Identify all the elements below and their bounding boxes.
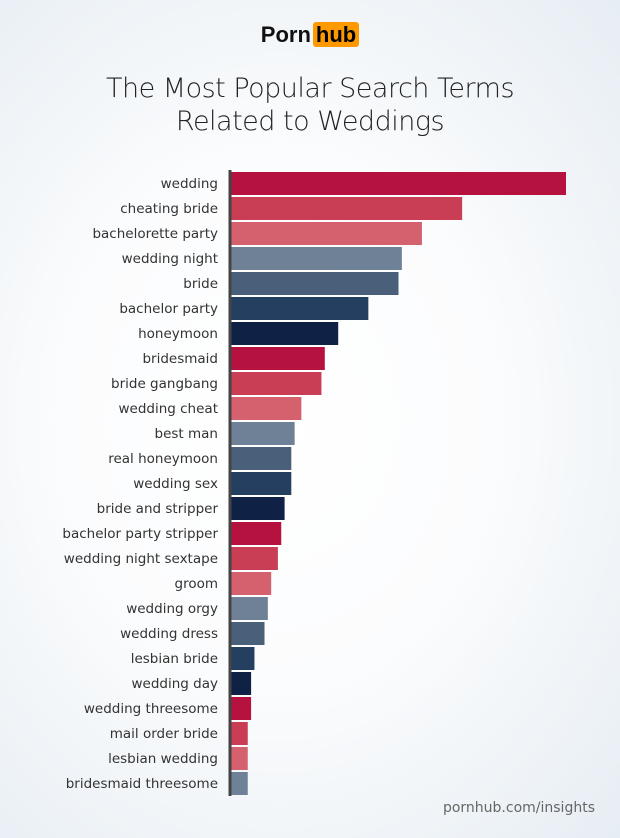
chart-title-line2: Related to Weddings bbox=[175, 106, 445, 137]
category-label: wedding day bbox=[132, 676, 218, 692]
bar-wedding bbox=[231, 172, 566, 195]
category-label: wedding bbox=[161, 176, 218, 192]
category-label: bridesmaid threesome bbox=[66, 776, 218, 792]
bar-best-man bbox=[231, 422, 295, 445]
bar-bride-gangbang bbox=[231, 372, 322, 395]
bar-bachelor-party-stripper bbox=[231, 522, 282, 545]
category-label: bachelor party bbox=[119, 301, 218, 317]
bar-wedding-orgy bbox=[231, 597, 268, 620]
bar-bridesmaid-threesome bbox=[231, 772, 248, 795]
category-label: lesbian bride bbox=[131, 651, 218, 667]
category-label: honeymoon bbox=[138, 326, 218, 342]
category-label: groom bbox=[175, 576, 219, 592]
pornhub-logo: Porn hub bbox=[0, 22, 620, 48]
bar-wedding-night bbox=[231, 247, 402, 270]
chart-title-line1: The Most Popular Search Terms bbox=[105, 73, 515, 104]
category-label: wedding cheat bbox=[118, 401, 218, 417]
bar-bride-and-stripper bbox=[231, 497, 285, 520]
bar-bachelor-party bbox=[231, 297, 369, 320]
category-label: best man bbox=[155, 426, 218, 442]
bar-honeymoon bbox=[231, 322, 339, 345]
bar-bridesmaid bbox=[231, 347, 325, 370]
category-label: wedding sex bbox=[133, 476, 218, 492]
bar-mail-order-bride bbox=[231, 722, 248, 745]
logo-text: Porn bbox=[260, 22, 311, 47]
category-label: bride and stripper bbox=[97, 501, 219, 517]
bar-wedding-dress bbox=[231, 622, 265, 645]
category-label: real honeymoon bbox=[108, 451, 218, 467]
bar-groom bbox=[231, 572, 272, 595]
category-label: wedding night bbox=[122, 251, 218, 267]
category-label: bride gangbang bbox=[111, 376, 218, 392]
category-label: wedding dress bbox=[120, 626, 218, 642]
category-label: cheating bride bbox=[120, 201, 218, 217]
bar-wedding-sex bbox=[231, 472, 292, 495]
source-link[interactable]: pornhub.com/insights bbox=[442, 800, 595, 816]
bar-wedding-threesome bbox=[231, 697, 252, 720]
bar-wedding-cheat bbox=[231, 397, 302, 420]
bar-cheating-bride bbox=[231, 197, 463, 220]
category-label: bridesmaid bbox=[142, 351, 218, 367]
bar-wedding-day bbox=[231, 672, 252, 695]
category-label: wedding night sextape bbox=[64, 551, 218, 567]
bar-lesbian-wedding bbox=[231, 747, 248, 770]
bar-lesbian-bride bbox=[231, 647, 255, 670]
bar-wedding-night-sextape bbox=[231, 547, 278, 570]
category-label: mail order bride bbox=[110, 726, 218, 742]
category-label: lesbian wedding bbox=[108, 751, 218, 767]
category-label: bachelor party stripper bbox=[62, 526, 218, 542]
category-label: wedding threesome bbox=[84, 701, 218, 717]
category-label: bachelorette party bbox=[92, 226, 218, 242]
category-label: bride bbox=[183, 276, 218, 292]
logo-badge: hub bbox=[312, 22, 360, 47]
chart-title: The Most Popular Search Terms Related to… bbox=[0, 72, 620, 138]
bar-real-honeymoon bbox=[231, 447, 292, 470]
category-label: wedding orgy bbox=[126, 601, 218, 617]
bar-bachelorette-party bbox=[231, 222, 422, 245]
bar-bride bbox=[231, 272, 399, 295]
